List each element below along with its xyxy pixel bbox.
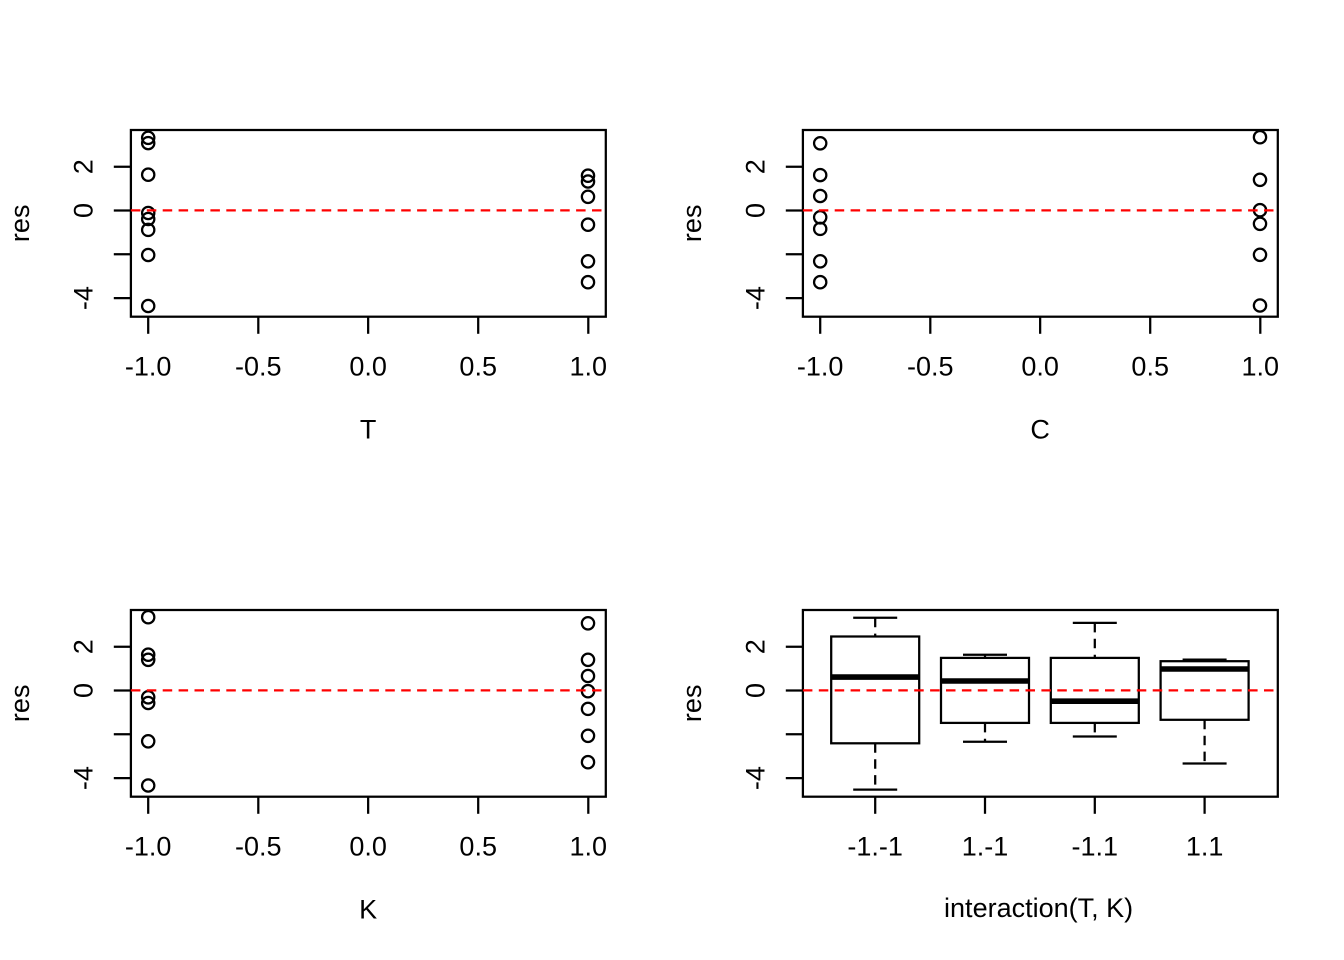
svg-text:1.0: 1.0 xyxy=(570,832,608,862)
svg-text:2: 2 xyxy=(741,159,771,174)
svg-text:K: K xyxy=(359,895,377,925)
svg-text:0: 0 xyxy=(741,203,771,218)
svg-text:1.0: 1.0 xyxy=(1242,352,1280,382)
svg-text:-1.0: -1.0 xyxy=(125,352,172,382)
svg-text:-1.1: -1.1 xyxy=(1072,832,1119,862)
svg-text:interaction(T, K): interaction(T, K) xyxy=(944,893,1133,923)
svg-text:-1.0: -1.0 xyxy=(797,352,844,382)
svg-text:1.0: 1.0 xyxy=(570,352,608,382)
svg-text:T: T xyxy=(360,415,377,445)
svg-text:res: res xyxy=(5,205,35,243)
svg-text:res: res xyxy=(5,685,35,723)
svg-text:1.-1: 1.-1 xyxy=(962,832,1009,862)
svg-text:-0.5: -0.5 xyxy=(907,352,954,382)
svg-text:C: C xyxy=(1030,415,1050,445)
svg-text:-1.-1: -1.-1 xyxy=(847,832,903,862)
svg-text:2: 2 xyxy=(69,639,99,654)
svg-text:0.0: 0.0 xyxy=(349,832,387,862)
svg-text:-4: -4 xyxy=(741,766,771,790)
svg-text:-0.5: -0.5 xyxy=(235,832,282,862)
svg-text:0: 0 xyxy=(69,203,99,218)
svg-text:0.0: 0.0 xyxy=(349,352,387,382)
svg-text:-4: -4 xyxy=(69,766,99,790)
svg-text:-0.5: -0.5 xyxy=(235,352,282,382)
svg-text:0: 0 xyxy=(741,683,771,698)
svg-text:0.5: 0.5 xyxy=(459,352,497,382)
svg-text:2: 2 xyxy=(69,159,99,174)
svg-text:-4: -4 xyxy=(741,286,771,310)
svg-text:2: 2 xyxy=(741,639,771,654)
svg-text:-4: -4 xyxy=(69,286,99,310)
svg-text:0: 0 xyxy=(69,683,99,698)
svg-text:-1.0: -1.0 xyxy=(125,832,172,862)
svg-text:0.5: 0.5 xyxy=(1131,352,1169,382)
svg-text:1.1: 1.1 xyxy=(1186,832,1224,862)
svg-text:0.0: 0.0 xyxy=(1021,352,1059,382)
svg-text:res: res xyxy=(677,685,707,723)
svg-text:res: res xyxy=(677,205,707,243)
svg-text:0.5: 0.5 xyxy=(459,832,497,862)
